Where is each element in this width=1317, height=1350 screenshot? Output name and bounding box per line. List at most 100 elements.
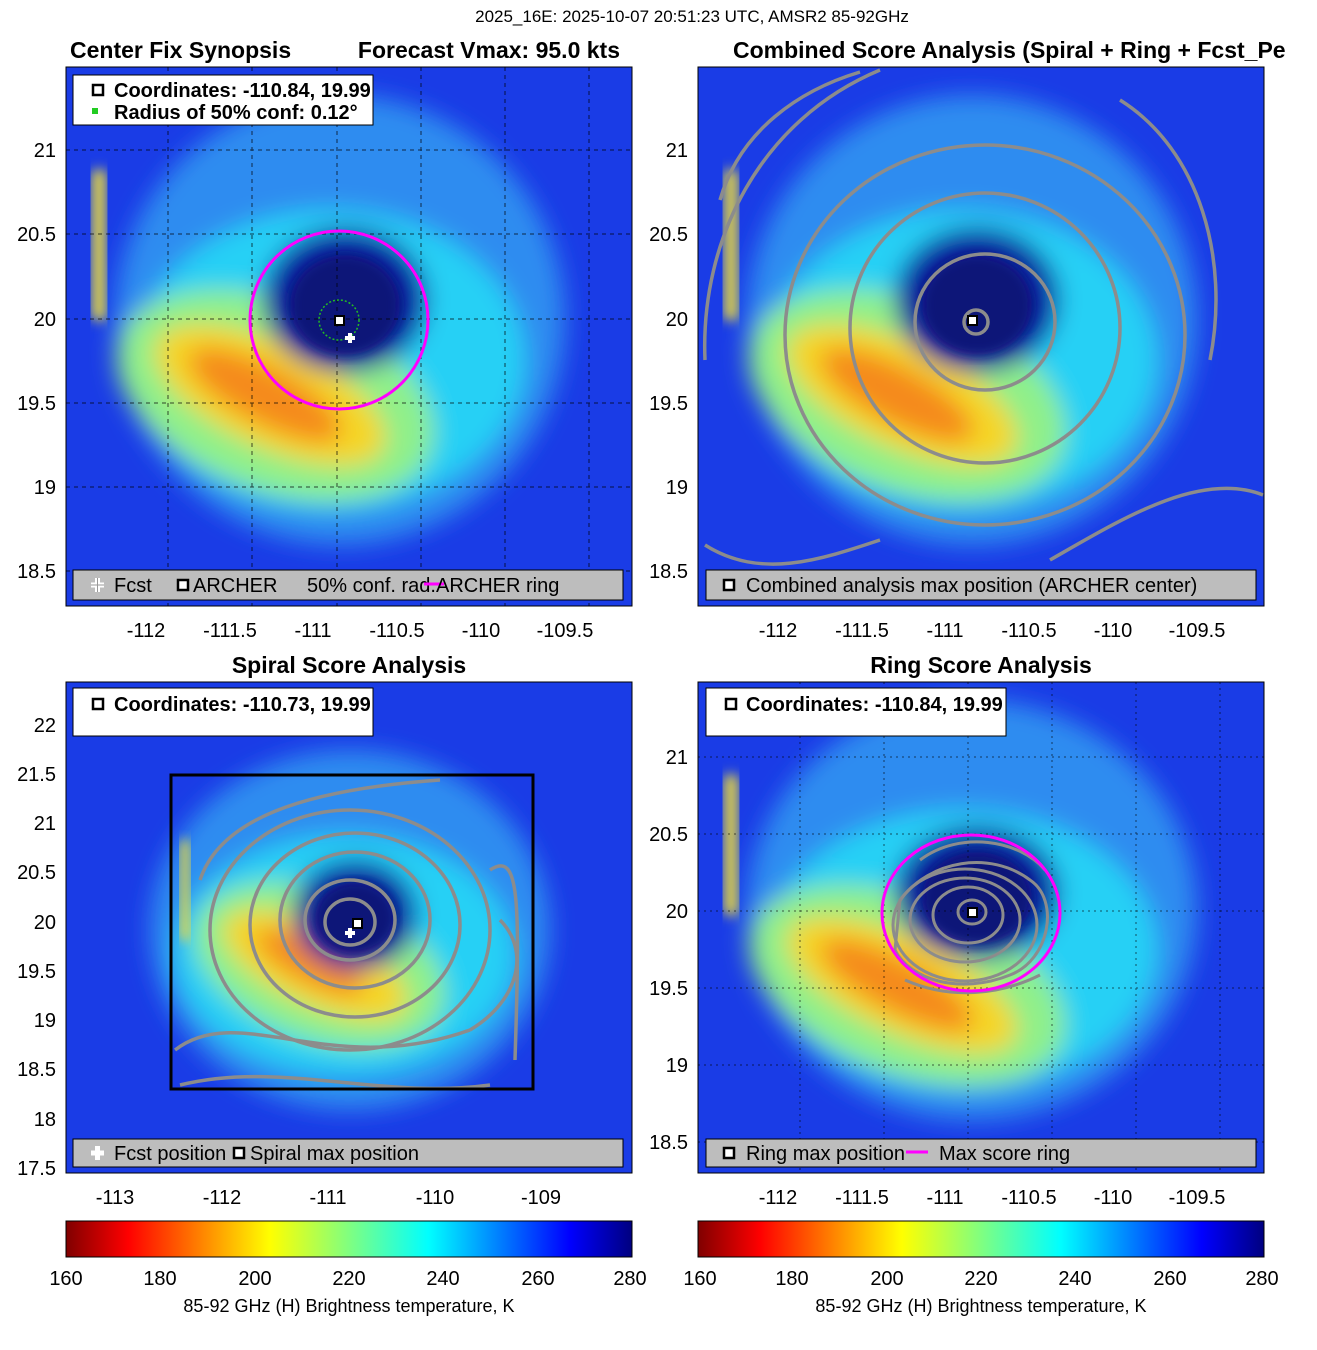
y-tick: 18.5 (649, 1132, 688, 1154)
fcst-marker (345, 928, 355, 938)
panel-title-left: Center Fix Synopsis (70, 37, 291, 63)
search-box (169, 773, 535, 1091)
colorbar-tick: 280 (1245, 1268, 1278, 1290)
colorbar-tick: 220 (332, 1268, 365, 1290)
colorbar-tick: 220 (964, 1268, 997, 1290)
y-tick: 20.5 (17, 862, 56, 884)
legend-combined: Combined analysis max position (ARCHER c… (746, 575, 1197, 597)
y-ticks: 21 20.5 20 19.5 19 18.5 (17, 140, 56, 583)
legend-conf: 50% conf. rad. (307, 575, 436, 597)
square-icon (176, 578, 190, 592)
info-box: Coordinates: -110.73, 19.99 (72, 687, 374, 737)
square-icon (722, 578, 736, 592)
colorbar-tick: 240 (426, 1268, 459, 1290)
x-tick: -111 (926, 1187, 963, 1209)
archer-center-marker (334, 315, 345, 326)
y-tick: 19.5 (649, 393, 688, 415)
y-tick: 19.5 (649, 978, 688, 1000)
legend-archer: ARCHER (193, 575, 277, 597)
y-tick: 21 (34, 140, 56, 162)
colorbar-right: 160 180 200 220 240 260 280 85-92 GHz (H… (683, 1220, 1279, 1316)
square-icon (232, 1146, 246, 1160)
y-ticks: 21 20.5 20 19.5 19 18.5 (649, 747, 688, 1154)
x-tick: -109.5 (1169, 620, 1226, 642)
y-tick: 18.5 (649, 561, 688, 583)
x-tick: -110 (416, 1187, 455, 1209)
colorbar-label: 85-92 GHz (H) Brightness temperature, K (183, 1296, 514, 1316)
colorbar-gradient (697, 1220, 1265, 1258)
legend-ring: ARCHER ring (436, 575, 559, 597)
colorbar-tick: 260 (1153, 1268, 1186, 1290)
colorbar-tick: 180 (775, 1268, 808, 1290)
y-tick: 20.5 (649, 824, 688, 846)
colorbar-tick: 240 (1058, 1268, 1091, 1290)
panel-title-right: Forecast Vmax: 95.0 kts (358, 37, 620, 63)
x-tick: -110.5 (1001, 1187, 1056, 1209)
square-icon (91, 697, 105, 711)
x-tick: -112 (127, 620, 166, 642)
panel-title: Ring Score Analysis (870, 652, 1092, 678)
panel-combined-score: Combined Score Analysis (Spiral + Ring +… (649, 37, 1286, 642)
legend-fcst: Fcst position (114, 1143, 226, 1165)
confidence-circle (318, 299, 360, 341)
colorbar-tick: 280 (613, 1268, 646, 1290)
legend-spiral: Spiral max position (250, 1143, 419, 1165)
x-tick: -111 (294, 620, 331, 642)
panel-ring-score: Ring Score Analysis (649, 652, 1265, 1209)
x-tick: -111 (309, 1187, 346, 1209)
x-tick: -109.5 (1169, 1187, 1226, 1209)
y-tick: 21 (34, 813, 56, 835)
fcst-marker (345, 333, 355, 343)
x-tick: -113 (96, 1187, 135, 1209)
x-ticks: -113 -112 -111 -110 -109 (96, 1187, 561, 1209)
y-tick: 20 (666, 901, 688, 923)
x-tick: -111.5 (835, 620, 889, 642)
panel-title: Combined Score Analysis (Spiral + Ring +… (733, 37, 1286, 63)
x-tick: -110.5 (369, 620, 424, 642)
colorbar-tick: 180 (143, 1268, 176, 1290)
cross-icon (91, 578, 104, 592)
colorbar-label: 85-92 GHz (H) Brightness temperature, K (815, 1296, 1146, 1316)
y-ticks: 21 20.5 20 19.5 19 18.5 (649, 140, 688, 583)
y-tick: 17.5 (17, 1158, 56, 1180)
y-tick: 19 (34, 1010, 56, 1032)
y-tick: 21 (666, 747, 688, 769)
square-icon (91, 83, 105, 97)
y-tick: 20 (666, 309, 688, 331)
x-tick: -112 (759, 620, 798, 642)
x-tick: -110 (1094, 620, 1133, 642)
colorbar-left: 160 180 200 220 240 260 280 85-92 GHz (H… (49, 1220, 647, 1316)
score-contours (702, 68, 1264, 566)
y-ticks: 22 21.5 21 20.5 20 19.5 19 18.5 18 17.5 (17, 715, 56, 1180)
y-tick: 21 (666, 140, 688, 162)
info-box: Coordinates: -110.84, 19.99 Radius of 50… (72, 74, 374, 126)
y-tick: 19 (34, 477, 56, 499)
combined-max-marker (967, 315, 978, 326)
x-tick: -110 (1094, 1187, 1133, 1209)
y-tick: 19.5 (17, 961, 56, 983)
info-coordinates: Coordinates: -110.73, 19.99 (114, 694, 371, 716)
y-tick: 22 (34, 715, 56, 737)
x-ticks: -112 -111.5 -111 -110.5 -110 -109.5 (759, 1187, 1226, 1209)
archer-ring (248, 229, 430, 411)
ring-max-marker (967, 907, 978, 918)
colorbar-tick: 160 (683, 1268, 716, 1290)
legend-max-ring: Max score ring (939, 1143, 1070, 1165)
colorbar-tick: 200 (238, 1268, 271, 1290)
x-tick: -110.5 (1001, 620, 1056, 642)
x-tick: -109.5 (537, 620, 594, 642)
x-tick: -112 (203, 1187, 242, 1209)
x-tick: -112 (759, 1187, 798, 1209)
legend-fcst: Fcst (114, 575, 152, 597)
y-tick: 20.5 (17, 224, 56, 246)
x-ticks: -112 -111.5 -111 -110.5 -110 -109.5 (759, 620, 1226, 642)
y-tick: 18 (34, 1109, 56, 1131)
info-coordinates: Coordinates: -110.84, 19.99 (746, 694, 1003, 716)
suptitle: 2025_16E: 2025-10-07 20:51:23 UTC, AMSR2… (475, 7, 909, 26)
y-tick: 20.5 (649, 224, 688, 246)
brightness-heatmap (698, 67, 1264, 606)
colorbar-gradient (65, 1220, 633, 1258)
colorbar-tick: 260 (521, 1268, 554, 1290)
max-score-ring (880, 833, 1062, 993)
